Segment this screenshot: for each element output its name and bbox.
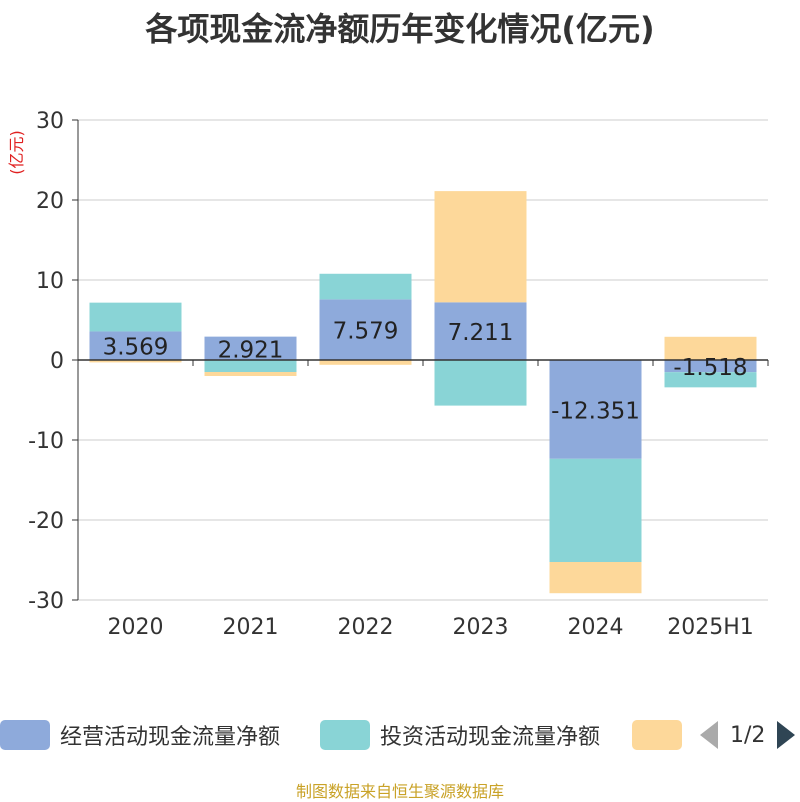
x-tick-label: 2023 xyxy=(453,615,509,640)
bar-s2-2020 xyxy=(89,360,182,363)
y-tick-label: 30 xyxy=(36,109,64,134)
x-tick-label: 2021 xyxy=(223,615,279,640)
bar-s2-2024 xyxy=(549,562,642,594)
bar-s0-2025H1 xyxy=(664,360,757,373)
data-label: 7.211 xyxy=(448,320,514,346)
bar-s1-2022 xyxy=(319,273,412,300)
bar-s2-2021 xyxy=(204,372,297,376)
x-tick-label: 2022 xyxy=(338,615,394,640)
bar-s0-2021 xyxy=(204,336,297,360)
x-tick-label: 2025H1 xyxy=(667,615,754,640)
legend-swatch-investing xyxy=(320,720,370,750)
x-tick-label: 2024 xyxy=(568,615,624,640)
bar-s2-2023 xyxy=(434,191,527,303)
data-label: 3.569 xyxy=(103,335,169,361)
data-label: 2.921 xyxy=(218,337,284,363)
legend-pager: 1/2 xyxy=(700,713,796,757)
y-tick-label: 10 xyxy=(36,269,64,294)
legend-label-operating: 经营活动现金流量净额 xyxy=(60,725,281,750)
legend-label-investing: 投资活动现金流量净额 xyxy=(380,725,601,750)
data-label: 7.579 xyxy=(333,319,399,345)
y-axis-label: (亿元) xyxy=(7,130,26,175)
bar-s0-2023 xyxy=(434,302,527,360)
y-tick-label: -10 xyxy=(28,429,64,454)
legend-item-operating[interactable]: 经营活动现金流量净额 xyxy=(0,713,280,757)
y-tick-label: -20 xyxy=(28,509,64,534)
source-note: 制图数据来自恒生聚源数据库 xyxy=(295,782,504,801)
bar-s0-2024 xyxy=(549,360,642,459)
legend-swatch-operating xyxy=(0,720,50,750)
bar-s1-2020 xyxy=(89,302,182,332)
bar-s1-2025H1 xyxy=(664,372,757,388)
pager-prev-icon[interactable] xyxy=(700,721,718,749)
legend-item-investing[interactable]: 投资活动现金流量净额 xyxy=(320,713,600,757)
data-label: -12.351 xyxy=(551,398,640,424)
bar-s1-2024 xyxy=(549,458,642,563)
bar-s0-2020 xyxy=(89,331,182,360)
pager-next-icon[interactable] xyxy=(777,721,796,749)
bar-s2-2025H1 xyxy=(664,336,757,360)
x-tick-label: 2020 xyxy=(108,615,164,640)
bar-s1-2023 xyxy=(434,360,527,406)
bar-s0-2022 xyxy=(319,299,412,360)
pager-text: 1/2 xyxy=(730,722,766,748)
legend-item-financing[interactable] xyxy=(632,713,682,757)
legend-swatch-financing xyxy=(632,720,682,750)
y-tick-label: 0 xyxy=(50,349,64,374)
bar-s2-2022 xyxy=(319,360,412,365)
bar-s1-2021 xyxy=(204,360,297,372)
data-label: -1.518 xyxy=(673,355,747,381)
legend: 经营活动现金流量净额 投资活动现金流量净额 1/2 xyxy=(0,713,800,757)
chart-title: 各项现金流净额历年变化情况(亿元) xyxy=(145,10,655,48)
y-tick-label: 20 xyxy=(36,189,64,214)
y-tick-label: -30 xyxy=(28,589,64,614)
